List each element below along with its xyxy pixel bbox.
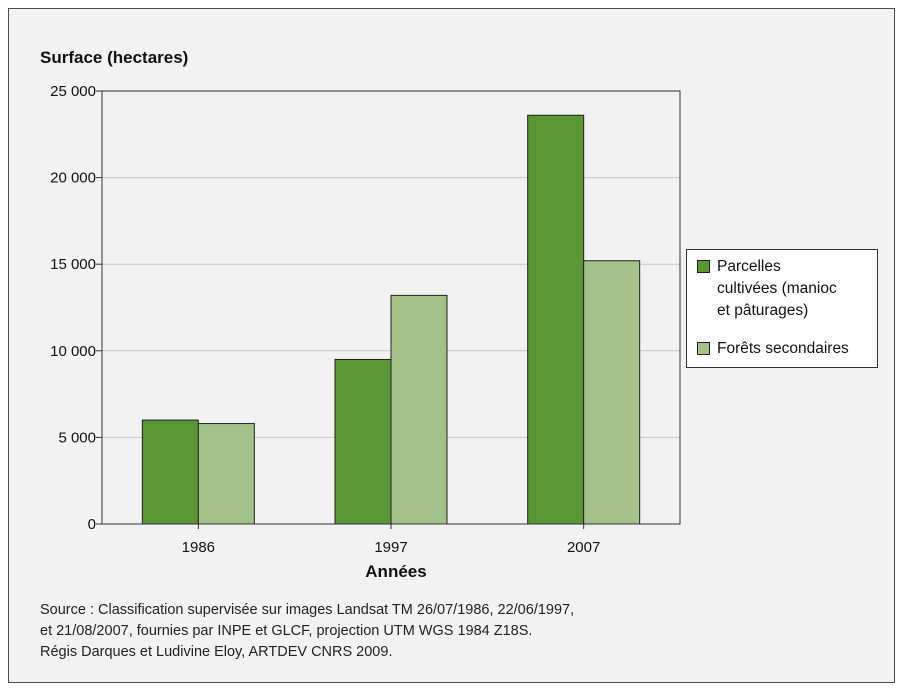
legend-swatch-secondary-forest bbox=[697, 342, 710, 355]
bar-2007-series-1 bbox=[583, 260, 641, 525]
bar-2007-series-0 bbox=[527, 114, 585, 525]
x-tick-label: 1997 bbox=[374, 539, 407, 556]
y-tick-label: 20 000 bbox=[50, 170, 96, 187]
legend-label-line: cultivées (manioc bbox=[717, 280, 837, 297]
bar-1986-series-0 bbox=[141, 419, 199, 525]
x-tick-label: 2007 bbox=[567, 539, 600, 556]
source-note: Source : Classification supervisée sur i… bbox=[40, 600, 574, 663]
x-ticks: 1986 1997 2007 bbox=[182, 524, 600, 556]
y-ticks: 0 5 000 10 000 15 000 20 000 25 000 bbox=[50, 83, 102, 533]
legend: Parcelles cultivées (manioc et pâturages… bbox=[686, 249, 878, 368]
x-axis-label: Années bbox=[365, 562, 426, 581]
legend-label-cultivated: Parcelles cultivées (manioc et pâturages… bbox=[717, 256, 871, 322]
bar-1986-series-1 bbox=[197, 423, 255, 525]
bars bbox=[141, 114, 641, 525]
legend-label-line: Forêts secondaires bbox=[717, 340, 849, 357]
y-tick-label: 0 bbox=[88, 516, 96, 533]
y-axis-label: Surface (hectares) bbox=[40, 48, 189, 67]
source-line: Source : Classification supervisée sur i… bbox=[40, 602, 575, 618]
bar-1997-series-0 bbox=[334, 358, 392, 525]
y-tick-label: 5 000 bbox=[58, 429, 96, 446]
y-tick-label: 10 000 bbox=[50, 343, 96, 360]
y-tick-label: 15 000 bbox=[50, 256, 96, 273]
y-tick-label: 25 000 bbox=[50, 83, 96, 100]
bar-1997-series-1 bbox=[390, 294, 448, 525]
legend-label-line: et pâturages) bbox=[717, 302, 809, 319]
legend-swatch-cultivated bbox=[697, 260, 710, 273]
source-line: et 21/08/2007, fournies par INPE et GLCF… bbox=[40, 623, 533, 639]
x-tick-label: 1986 bbox=[182, 539, 215, 556]
source-line: Régis Darques et Ludivine Eloy, ARTDEV C… bbox=[40, 644, 393, 660]
legend-label-line: Parcelles bbox=[717, 258, 781, 275]
legend-label-secondary-forest: Forêts secondaires bbox=[717, 338, 871, 360]
